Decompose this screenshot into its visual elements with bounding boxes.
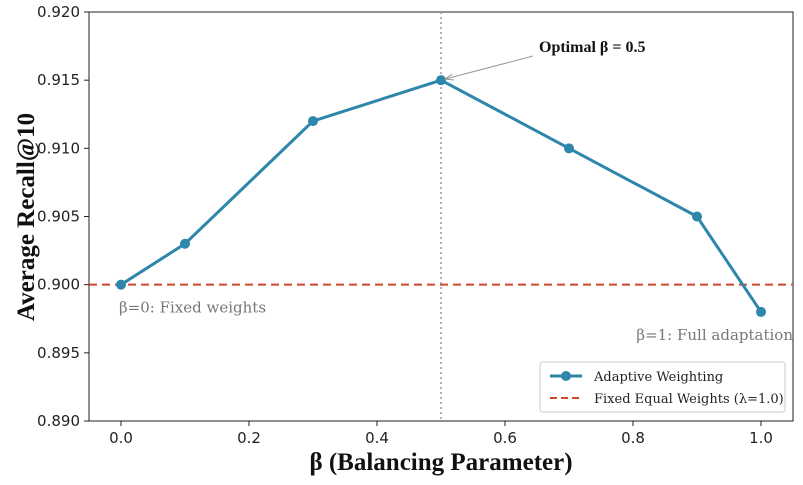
data-point [692, 211, 702, 222]
y-tick-label: 0.920 [37, 3, 80, 21]
optimal-arrow [444, 55, 534, 80]
y-tick-label: 0.890 [37, 412, 80, 430]
legend-series-label: Adaptive Weighting [593, 370, 723, 385]
x-tick-label: 0.4 [365, 429, 389, 447]
reference-lines [89, 12, 793, 421]
data-point [564, 143, 574, 154]
legend: Adaptive Weighting Fixed Equal Weights (… [539, 361, 786, 413]
annotations: Optimal β = 0.5 β=0: Fixed weights β=1: Fu… [119, 39, 793, 344]
beta-zero-annotation: β=0: Fixed weights [119, 299, 266, 317]
x-tick-label: 0.8 [621, 429, 645, 447]
y-tick-label: 0.900 [37, 276, 80, 294]
legend-series-marker [561, 371, 571, 381]
series-layer [116, 75, 766, 317]
x-tick-label: 0.0 [109, 429, 133, 447]
y-tick-label: 0.910 [37, 139, 80, 157]
data-point [116, 279, 126, 290]
data-point [180, 238, 190, 249]
x-tick-label: 0.6 [493, 429, 517, 447]
optimal-annotation: Optimal β = 0.5 [539, 39, 645, 56]
y-tick-label: 0.905 [37, 208, 80, 226]
x-tick-label: 1.0 [749, 429, 773, 447]
x-axis-label: β (Balancing Parameter) [309, 449, 572, 476]
y-axis-label: Average Recall@10 [13, 113, 40, 321]
optimal-arrow-head [443, 73, 455, 81]
y-tick-label: 0.915 [37, 71, 80, 89]
legend-box [539, 361, 786, 413]
axis-ticks: 0.0 0.2 0.4 0.6 0.8 1.0 0.890 0.895 0.900 0.905 0.… [37, 3, 773, 447]
legend-reference-label: Fixed Equal Weights (λ=1.0) [594, 392, 784, 407]
data-point [756, 306, 766, 317]
data-point [436, 75, 446, 86]
y-tick-label: 0.895 [37, 344, 80, 362]
x-tick-label: 0.2 [237, 429, 261, 447]
data-point [308, 116, 318, 127]
beta-one-annotation: β=1: Full adaptation [636, 326, 793, 344]
